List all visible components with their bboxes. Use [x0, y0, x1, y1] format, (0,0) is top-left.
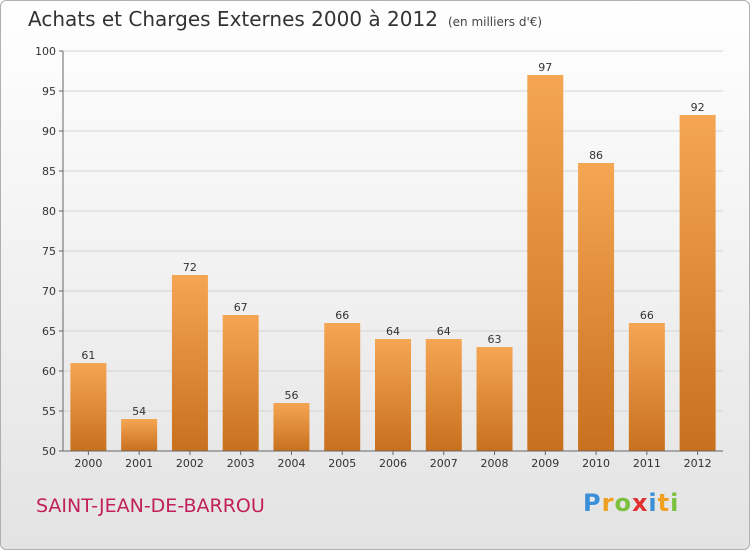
y-tick-label: 60	[42, 365, 56, 378]
bar-2006	[375, 339, 411, 451]
bar-2002	[171, 275, 208, 451]
value-label-2006: 64	[386, 325, 400, 338]
bar-2008	[476, 347, 513, 451]
value-label-2008: 63	[488, 333, 502, 346]
bar-2003	[222, 315, 259, 451]
value-label-2000: 61	[81, 349, 95, 362]
value-label-2003: 67	[234, 301, 248, 314]
value-label-2011: 66	[640, 309, 654, 322]
x-tick-label-2003: 2003	[227, 457, 255, 470]
y-tick-label: 90	[42, 125, 56, 138]
y-tick-label: 85	[42, 165, 56, 178]
value-label-2002: 72	[183, 261, 197, 274]
y-tick-label: 80	[42, 205, 56, 218]
bars: 61 54 72 67 56 66 64 64 63 97 86 66 92	[70, 61, 716, 451]
x-tick-label-2000: 2000	[74, 457, 102, 470]
value-label-2004: 56	[284, 389, 298, 402]
chart-title: Achats et Charges Externes 2000 à 2012 (e…	[28, 7, 542, 31]
bar-2004	[273, 403, 310, 451]
x-tick-label-2004: 2004	[277, 457, 305, 470]
x-tick-label-2009: 2009	[531, 457, 559, 470]
bar-2010	[578, 163, 615, 451]
bar-2005	[324, 323, 361, 451]
bar-2009	[527, 75, 564, 451]
x-tick-label-2010: 2010	[582, 457, 610, 470]
bar-2012	[679, 115, 716, 451]
proxiti-logo: Proxiti	[583, 489, 680, 517]
x-tick-label-2006: 2006	[379, 457, 407, 470]
commune-name: SAINT-JEAN-DE-BARROU	[36, 495, 265, 517]
value-label-2005: 66	[335, 309, 349, 322]
y-tick-label: 75	[42, 245, 56, 258]
chart-subtitle: (en milliers d'€)	[447, 15, 543, 29]
x-tick-label-2011: 2011	[633, 457, 661, 470]
bar-2001	[121, 419, 158, 451]
bar-2007	[425, 339, 462, 451]
bar-2011	[628, 323, 665, 451]
value-label-2010: 86	[589, 149, 603, 162]
value-label-2001: 54	[132, 405, 146, 418]
x-tick-label-2008: 2008	[481, 457, 509, 470]
x-tick-label-2002: 2002	[176, 457, 204, 470]
x-tick-label-2007: 2007	[430, 457, 458, 470]
y-tick-label: 50	[42, 445, 56, 458]
y-tick-label: 100	[35, 45, 56, 58]
bar-2000	[70, 363, 107, 451]
value-label-2007: 64	[437, 325, 451, 338]
y-tick-label: 70	[42, 285, 56, 298]
value-label-2009: 97	[538, 61, 552, 74]
y-tick-label: 65	[42, 325, 56, 338]
title-text: Achats et Charges Externes 2000 à 2012	[28, 7, 438, 31]
x-tick-label-2001: 2001	[125, 457, 153, 470]
x-tick-label-2012: 2012	[684, 457, 712, 470]
y-tick-label: 55	[42, 405, 56, 418]
y-tick-label: 95	[42, 85, 56, 98]
axes: 50 55 60 65 70 75 80 85 90 95 100 2000 2001 2002 2003 2…	[35, 45, 723, 470]
bar-chart: 61 54 72 67 56 66 64 64 63 97 86 66 92 50 55 60 65 70 75 8…	[35, 45, 723, 470]
value-label-2012: 92	[691, 101, 705, 114]
x-tick-label-2005: 2005	[328, 457, 356, 470]
